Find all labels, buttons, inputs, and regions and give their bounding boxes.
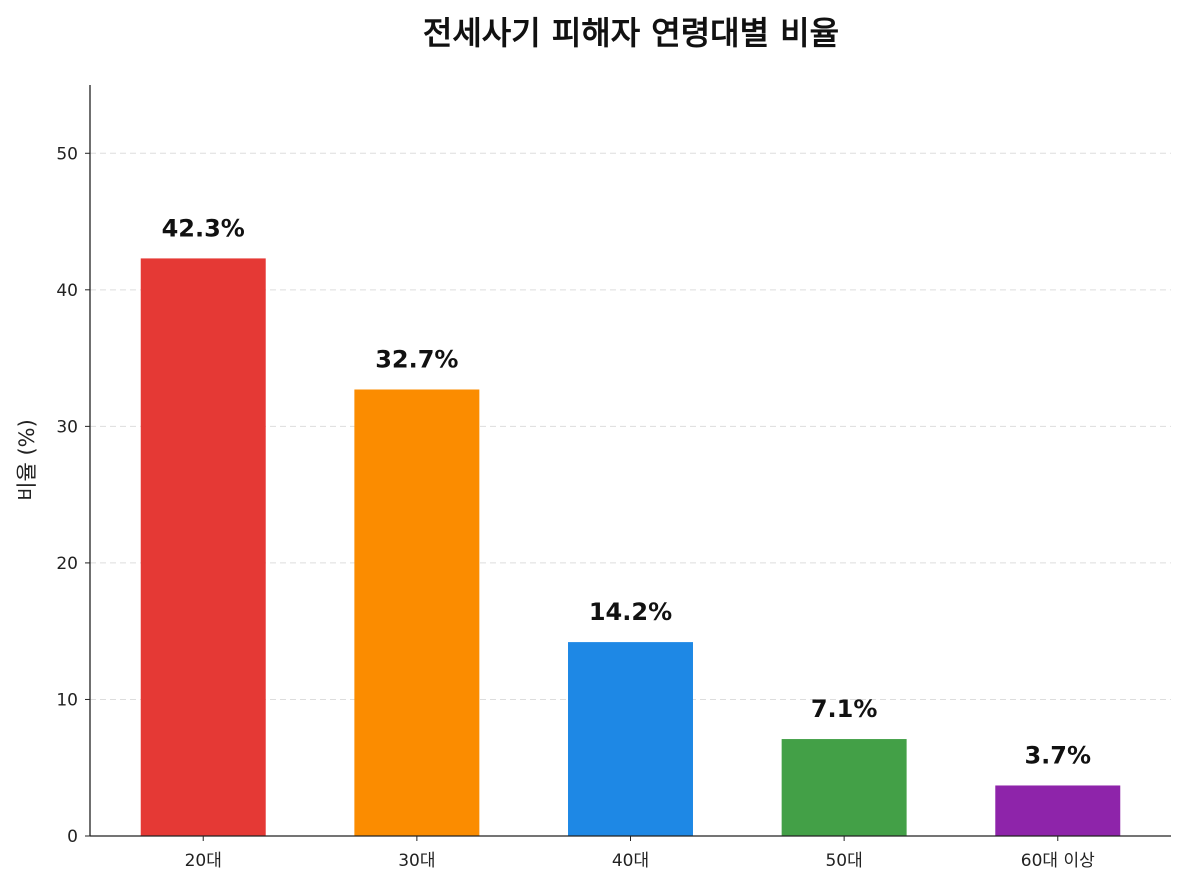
y-tick-label: 30: [56, 417, 78, 437]
x-tick-label: 30대: [398, 851, 435, 871]
data-label: 42.3%: [162, 214, 245, 242]
x-tick-label: 50대: [825, 851, 862, 871]
y-axis-label: 비율 (%): [15, 419, 39, 501]
x-tick-label: 20대: [185, 851, 222, 871]
y-tick-label: 10: [56, 690, 78, 710]
x-tick-label: 40대: [612, 851, 649, 871]
y-tick-label: 0: [67, 827, 78, 847]
grid-lines: [90, 152, 1171, 700]
y-tick-label: 40: [56, 281, 78, 301]
data-label: 14.2%: [589, 598, 672, 626]
x-ticks: 20대 30대 40대 50대 60대 이상: [185, 836, 1095, 871]
y-tick-label: 20: [56, 554, 78, 574]
data-labels: 42.3% 32.7% 14.2% 7.1% 3.7%: [162, 214, 1091, 769]
data-label: 3.7%: [1024, 741, 1091, 769]
bar-4: [781, 739, 907, 836]
y-tick-label: 50: [56, 144, 78, 164]
bar-5: [995, 785, 1121, 836]
bars: [140, 258, 1121, 836]
x-tick-label: 60대 이상: [1021, 851, 1095, 871]
data-label: 7.1%: [811, 695, 878, 723]
bar-3: [568, 642, 693, 836]
data-label: 32.7%: [375, 345, 458, 373]
bar-2: [354, 389, 480, 836]
chart-title: 전세사기 피해자 연령대별 비율: [423, 14, 839, 52]
y-ticks: 0 10 20 30 40 50: [56, 144, 90, 847]
bar-1: [140, 258, 266, 836]
